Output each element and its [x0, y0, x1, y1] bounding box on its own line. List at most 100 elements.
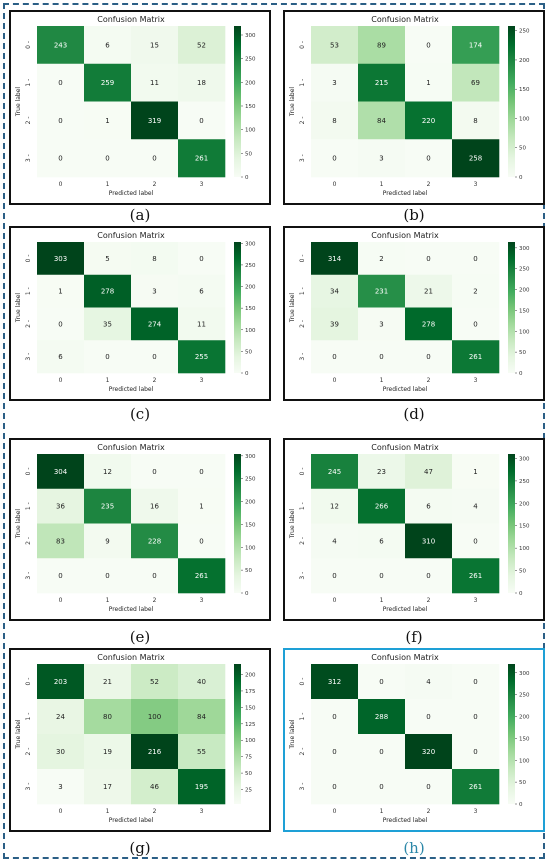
cell-r1-c3 [452, 699, 500, 735]
cell-r0-c0 [37, 26, 85, 65]
cell-label-r2-c0: 4 [332, 537, 337, 545]
y-tick-label: 2 - [299, 537, 306, 545]
cell-r3-c0 [311, 769, 359, 805]
cell-r2-c2 [131, 734, 179, 770]
cell-label-r0-c2: 52 [150, 678, 159, 686]
chart-title: Confusion Matrix [371, 15, 439, 24]
colorbar-tick-label: 150 [519, 736, 530, 742]
x-tick-label: 1 [380, 377, 384, 384]
chart-title: Confusion Matrix [371, 653, 439, 662]
cell-r2-c3 [178, 101, 226, 140]
cell-r0-c1 [358, 26, 406, 65]
cell-r2-c2 [131, 101, 179, 140]
y-tick-label: 2 - [25, 116, 32, 124]
x-tick-label: 0 [333, 377, 337, 384]
colorbar-tick-label: 250 [519, 267, 530, 273]
cell-r2-c2 [405, 734, 453, 770]
panel-caption: (d) [403, 405, 425, 423]
cell-r1-c0 [37, 699, 85, 735]
cell-r2-c0 [311, 307, 359, 341]
colorbar-tick-label: 25 [245, 788, 252, 794]
cell-r1-c1 [358, 274, 406, 308]
colorbar-tick-label: 300 [519, 246, 530, 252]
colorbar-tick-label: 250 [519, 693, 530, 699]
cell-label-r0-c0: 245 [328, 468, 341, 476]
cell-r3-c3 [452, 558, 500, 594]
cell-r2-c3 [178, 734, 226, 770]
cell-r3-c3 [452, 139, 500, 178]
cell-r2-c2 [131, 523, 179, 559]
cell-r2-c0 [311, 101, 359, 140]
cell-label-r2-c3: 0 [199, 117, 203, 125]
cell-r2-c1 [358, 307, 406, 341]
confusion-matrix-svg: Confusion Matrix 53 89 0 174 3 215 1 69 8 84 220 8 0 3… [289, 15, 530, 197]
cell-label-r3-c2: 46 [150, 783, 159, 791]
cell-r2-c1 [358, 734, 406, 770]
colorbar-tick-label: 300 [245, 454, 256, 460]
y-tick-label: 2 - [25, 537, 32, 545]
panel-caption: (e) [129, 628, 151, 646]
cell-label-r1-c0: 0 [58, 79, 62, 87]
colorbar [508, 26, 515, 177]
y-axis-label: True label [289, 719, 296, 749]
y-tick-label: 2 - [25, 320, 32, 328]
colorbar-tick-label: 50 [519, 780, 526, 786]
cell-label-r2-c1: 1 [105, 117, 109, 125]
colorbar-tick-label: 50 [245, 151, 252, 157]
cell-r0-c3 [452, 242, 500, 276]
panel-caption: (h) [403, 839, 425, 857]
cell-r1-c3 [452, 274, 500, 308]
cell-r3-c1 [84, 558, 132, 594]
colorbar-tick-label: 100 [519, 546, 530, 552]
cell-label-r0-c0: 303 [54, 255, 67, 263]
cell-label-r1-c2: 100 [148, 713, 161, 721]
cell-r1-c0 [37, 274, 85, 308]
x-tick-label: 2 [427, 597, 431, 604]
cell-label-r2-c2: 320 [422, 748, 435, 756]
cell-label-r1-c1: 231 [375, 288, 388, 296]
x-tick-label: 1 [380, 181, 384, 188]
cell-r0-c3 [452, 664, 500, 700]
cell-label-r1-c3: 84 [197, 713, 206, 721]
x-tick-label: 1 [106, 377, 110, 384]
cell-r2-c3 [452, 734, 500, 770]
cell-r3-c2 [405, 139, 453, 178]
cell-r1-c0 [311, 488, 359, 524]
colorbar-tick-label: 100 [245, 738, 256, 744]
y-tick-label: 1 - [299, 713, 306, 721]
cell-label-r0-c0: 53 [330, 41, 339, 49]
cell-label-r3-c1: 17 [103, 783, 112, 791]
cell-r0-c0 [37, 454, 85, 490]
x-axis-label: Predicted label [109, 817, 154, 824]
cell-r3-c0 [37, 558, 85, 594]
x-tick-label: 3 [474, 181, 478, 188]
x-tick-label: 2 [153, 808, 157, 815]
cell-label-r2-c1: 84 [377, 117, 386, 125]
x-tick-label: 0 [59, 808, 63, 815]
y-tick-label: 3 - [299, 572, 306, 580]
cell-label-r2-c2: 310 [422, 537, 435, 545]
cell-label-r0-c2: 15 [150, 41, 159, 49]
cell-label-r1-c1: 278 [101, 288, 114, 296]
cell-label-r0-c1: 0 [379, 678, 383, 686]
cell-label-r2-c3: 8 [473, 117, 477, 125]
y-tick-label: 0 - [299, 41, 306, 49]
cell-r1-c0 [311, 274, 359, 308]
y-tick-label: 1 - [299, 502, 306, 510]
cell-label-r3-c0: 0 [332, 783, 336, 791]
x-tick-label: 1 [106, 808, 110, 815]
confusion-matrix-svg: Confusion Matrix 303 5 8 0 1 278 3 6 0 35 274 11 6 0 0 2… [15, 231, 256, 393]
cell-label-r1-c0: 12 [330, 503, 339, 511]
y-tick-label: 1 - [299, 79, 306, 87]
chart-title: Confusion Matrix [371, 443, 439, 452]
y-tick-label: 1 - [25, 502, 32, 510]
chart-title: Confusion Matrix [97, 443, 165, 452]
cell-r1-c1 [84, 488, 132, 524]
cell-r2-c3 [452, 307, 500, 341]
cell-label-r3-c1: 0 [379, 572, 383, 580]
cell-r0-c2 [131, 664, 179, 700]
confusion-matrix-panel-b: Confusion Matrix 53 89 0 174 3 215 1 69 8 84 220 8 0 3… [283, 10, 545, 205]
cell-label-r1-c0: 36 [56, 503, 65, 511]
cell-label-r0-c2: 0 [152, 468, 156, 476]
cell-r0-c1 [358, 454, 406, 490]
